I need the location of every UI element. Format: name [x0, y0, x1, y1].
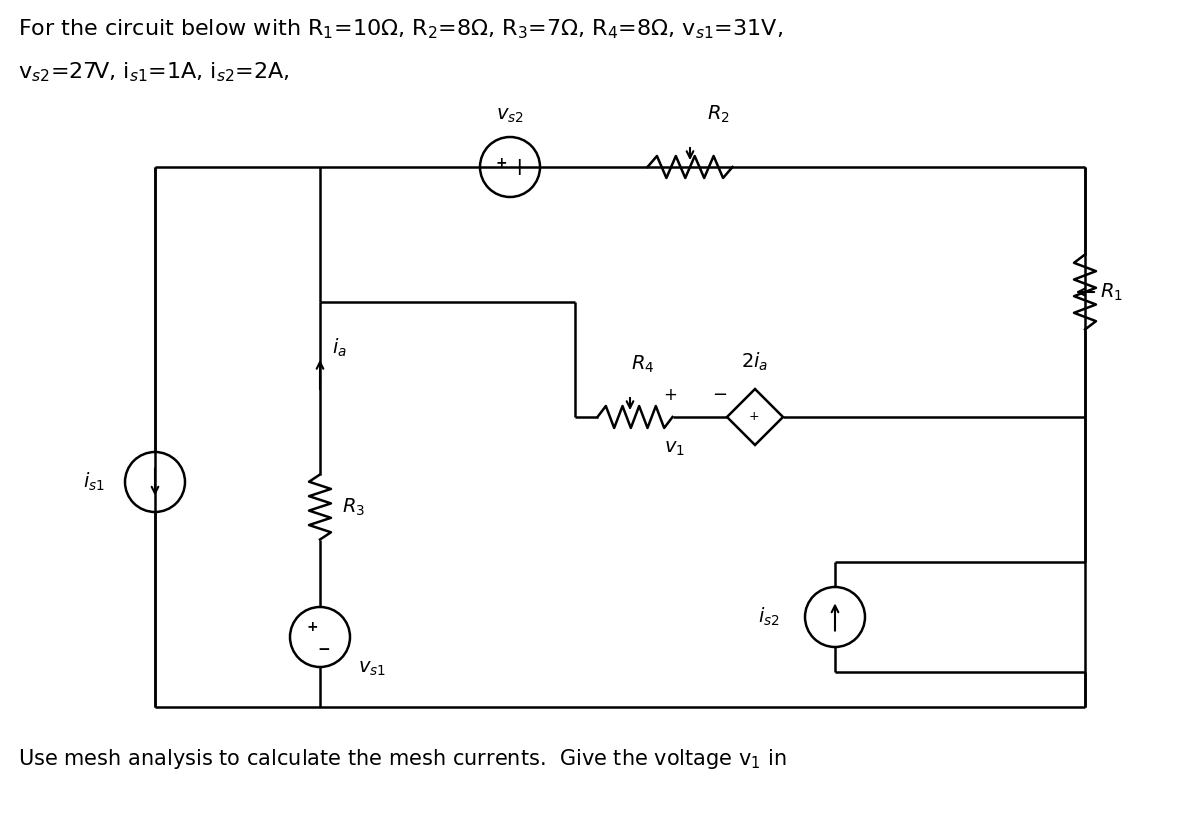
Text: |: | — [516, 159, 522, 175]
Text: $R_1$: $R_1$ — [1100, 281, 1123, 302]
Text: $R_2$: $R_2$ — [707, 104, 730, 125]
Text: $R_3$: $R_3$ — [342, 496, 365, 518]
Text: −: − — [712, 386, 727, 404]
Text: $R_4$: $R_4$ — [631, 353, 655, 375]
Text: $v_{s1}$: $v_{s1}$ — [358, 659, 386, 678]
Text: $i_{s2}$: $i_{s2}$ — [758, 606, 780, 628]
Text: +: + — [662, 386, 677, 404]
Text: +: + — [496, 156, 506, 170]
Text: For the circuit below with R$_1$=10$\Omega$, R$_2$=8$\Omega$, R$_3$=7$\Omega$, R: For the circuit below with R$_1$=10$\Ome… — [18, 17, 782, 40]
Text: +: + — [749, 409, 760, 423]
Text: Use mesh analysis to calculate the mesh currents.  Give the voltage v$_1$ in: Use mesh analysis to calculate the mesh … — [18, 747, 787, 771]
Text: $v_1$: $v_1$ — [665, 439, 685, 458]
Text: v$_{s2}$=27V, i$_{s1}$=1A, i$_{s2}$=2A,: v$_{s2}$=27V, i$_{s1}$=1A, i$_{s2}$=2A, — [18, 60, 289, 84]
Text: $2i_a$: $2i_a$ — [742, 351, 769, 373]
Text: +: + — [306, 620, 318, 634]
Text: $v_{s2}$: $v_{s2}$ — [496, 106, 524, 125]
Text: −: − — [318, 641, 330, 657]
Text: $i_a$: $i_a$ — [332, 337, 347, 359]
Text: $i_{s1}$: $i_{s1}$ — [83, 471, 106, 493]
